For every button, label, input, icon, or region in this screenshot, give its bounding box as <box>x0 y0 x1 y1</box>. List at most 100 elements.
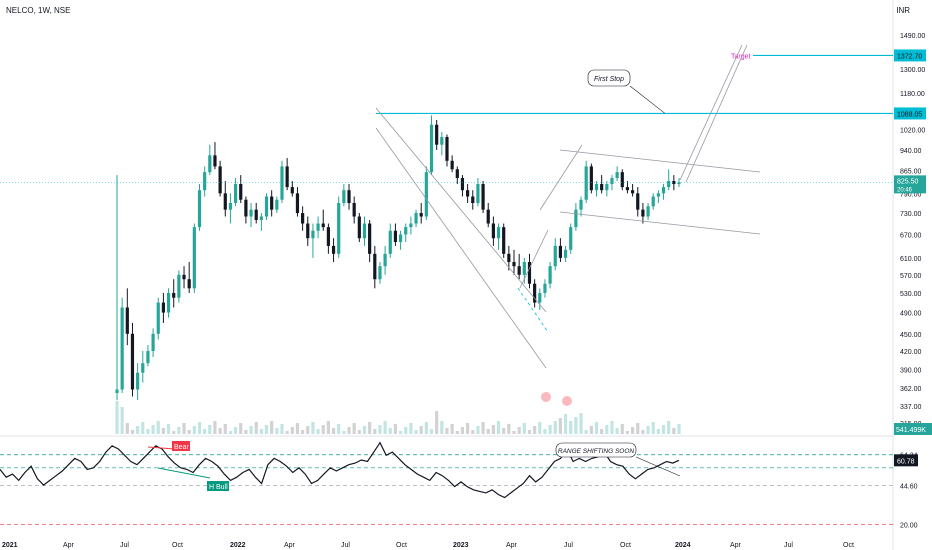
price-tick-label: 865.00 <box>900 169 922 176</box>
volume-bar <box>646 426 650 434</box>
candle-body <box>275 199 279 210</box>
candle-body <box>362 223 367 239</box>
candle-body <box>331 245 336 254</box>
candle-body <box>625 187 630 191</box>
volume-bar <box>172 431 176 434</box>
volume-bar <box>538 422 542 434</box>
candle-body <box>636 193 640 210</box>
candle-body <box>388 230 392 254</box>
candle-body <box>527 261 532 284</box>
candle-body <box>419 213 423 217</box>
candle-body <box>301 213 305 224</box>
volume-bar <box>136 426 140 434</box>
candle-body <box>677 182 681 185</box>
volume-marker <box>562 396 572 406</box>
candle-body <box>481 184 485 210</box>
volume-bar <box>481 422 485 434</box>
candle-body <box>326 227 330 246</box>
volume-bar <box>331 428 336 434</box>
price-tick-label: 1180.00 <box>900 91 925 98</box>
volume-bar <box>569 421 573 434</box>
candle-body <box>233 184 238 204</box>
candle-body <box>610 178 614 185</box>
candle-body <box>558 245 563 258</box>
volume-bar <box>115 401 119 434</box>
candle-body <box>280 166 284 200</box>
x-tick-label: Jul <box>784 542 793 549</box>
volume-bar <box>244 430 248 434</box>
candle-body <box>166 292 171 313</box>
volume-bar <box>471 430 475 434</box>
price-tick-label: 530.00 <box>900 291 922 298</box>
volume-bar <box>275 428 279 434</box>
x-tick-label: Jul <box>341 542 350 549</box>
volume-bar <box>512 431 516 434</box>
volume-bar <box>203 429 207 434</box>
volume-bar <box>429 429 434 434</box>
price-tick-label: 390.00 <box>900 368 922 375</box>
volume-bar <box>476 426 480 434</box>
volume-bar <box>223 424 227 434</box>
candle-body <box>620 172 624 188</box>
volume-bar <box>589 426 593 434</box>
current-price-tag: 825.50 <box>897 178 919 185</box>
candle-body <box>177 274 181 298</box>
candle-body <box>156 302 160 334</box>
volume-tag: 541.499K <box>896 427 926 434</box>
candle-body <box>203 172 207 191</box>
x-tick-label: Apr <box>284 542 296 549</box>
hbull-label-box <box>207 481 229 491</box>
volume-bar <box>440 421 444 434</box>
price-tick-label: 570.00 <box>900 273 922 280</box>
volume-bar <box>672 428 676 434</box>
candle-body <box>574 209 578 228</box>
candle-body <box>264 196 269 217</box>
current-price-box <box>894 175 926 194</box>
candle-body <box>192 227 196 289</box>
bear-label: Bear <box>174 444 189 451</box>
candle-body <box>584 166 588 200</box>
price-tick-label: 670.00 <box>900 232 922 239</box>
volume-bar <box>620 424 624 434</box>
candle-body <box>672 181 676 185</box>
candle-body <box>409 223 413 228</box>
candle-body <box>615 172 619 179</box>
rsi-current-box <box>894 454 918 467</box>
volume-bar <box>378 425 382 434</box>
volume-bar <box>357 430 361 434</box>
candle-body <box>259 216 263 220</box>
rsi-tick-lower: 44.60 <box>900 484 918 491</box>
volume-bar <box>342 431 346 434</box>
volume-bar <box>161 428 166 434</box>
candle-body <box>569 227 573 250</box>
x-tick-label: 2022 <box>230 542 246 549</box>
flagpole-line <box>539 144 583 211</box>
candle-body <box>383 253 387 267</box>
flag-channel-lower <box>559 211 761 235</box>
candle-body <box>146 351 150 364</box>
rsi-current-value: 60.78 <box>897 458 915 465</box>
candle-body <box>579 199 583 210</box>
target-price-tag-box <box>894 49 926 62</box>
candle-body <box>239 184 243 200</box>
candle-body <box>491 223 495 239</box>
price-tick-label: 420.00 <box>900 349 922 356</box>
candle-body <box>270 196 274 210</box>
candle-body <box>646 206 650 217</box>
candle-body <box>342 190 346 204</box>
volume-bar <box>507 424 511 434</box>
candle-body <box>656 193 660 197</box>
candle-body <box>424 172 428 217</box>
candle-body <box>605 184 609 191</box>
volume-bar <box>156 421 160 434</box>
volume-bar <box>502 428 506 434</box>
candle-body <box>641 209 645 217</box>
volume-bar <box>486 429 490 434</box>
volume-bar <box>316 429 320 434</box>
candle-body <box>290 187 294 194</box>
volume-bar <box>641 430 645 434</box>
candle-body <box>661 187 666 194</box>
candle-body <box>182 274 186 280</box>
candle-body <box>311 230 315 239</box>
